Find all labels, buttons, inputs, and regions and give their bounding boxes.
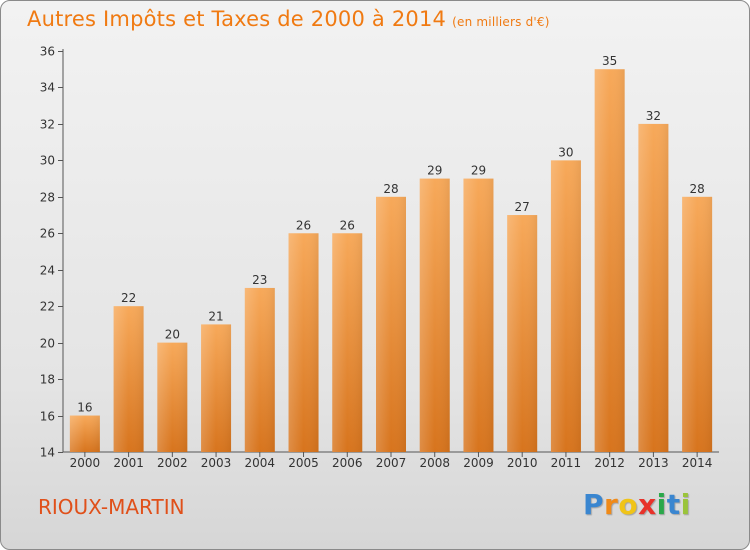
data-label: 29 (427, 164, 442, 178)
bar-shine (594, 69, 625, 453)
data-label: 28 (383, 182, 398, 196)
data-label: 20 (165, 328, 180, 342)
logo-letter: r (604, 488, 619, 521)
x-tick-label: 2007 (376, 456, 407, 470)
data-label: 22 (121, 291, 136, 305)
chart-title: Autres Impôts et Taxes de 2000 à 2014 (en… (27, 7, 550, 31)
bar-shine (332, 233, 363, 452)
data-label: 29 (471, 164, 486, 178)
y-tick-label: 28 (40, 191, 55, 205)
y-tick-label: 24 (40, 264, 55, 278)
data-label: 27 (515, 200, 530, 214)
bar-shine (201, 324, 232, 452)
logo-letter: t (666, 488, 681, 521)
bar-shine (638, 123, 669, 452)
bar-shine (376, 196, 406, 452)
y-tick-label: 16 (40, 410, 55, 424)
x-tick-label: 2014 (682, 456, 713, 470)
commune-name: RIOUX-MARTIN (38, 495, 185, 519)
y-tick-label: 32 (40, 118, 55, 132)
logo-letter: i (680, 488, 691, 521)
bar-shine (113, 306, 144, 452)
data-label: 32 (646, 109, 661, 123)
logo-letter: i (656, 488, 667, 521)
x-tick-label: 2012 (594, 456, 625, 470)
bar-shine (157, 342, 188, 452)
x-tick-label: 2009 (463, 456, 494, 470)
y-tick-label: 18 (40, 373, 55, 387)
data-label: 23 (252, 273, 267, 287)
y-tick-label: 30 (40, 154, 55, 168)
bar-shine (69, 415, 100, 452)
logo-letter: P (583, 488, 605, 521)
x-tick-label: 2003 (201, 456, 232, 470)
x-tick-label: 2008 (419, 456, 450, 470)
y-tick-label: 22 (40, 300, 55, 314)
x-tick-label: 2000 (70, 456, 101, 470)
y-tick-label: 36 (40, 45, 55, 59)
y-tick-label: 26 (40, 227, 55, 241)
data-label: 30 (558, 145, 573, 159)
x-tick-label: 2010 (507, 456, 538, 470)
x-tick-label: 2004 (245, 456, 276, 470)
logo-letter: x (638, 488, 657, 521)
logo-letter: o (618, 488, 639, 521)
data-label: 26 (340, 218, 355, 232)
data-label: 28 (689, 182, 704, 196)
x-tick-label: 2002 (157, 456, 188, 470)
y-tick-label: 14 (40, 446, 55, 460)
bar-shine (244, 287, 275, 452)
bar-shine (419, 178, 450, 452)
data-label: 21 (208, 309, 223, 323)
bar-shine (507, 215, 538, 452)
y-tick-label: 20 (40, 337, 55, 351)
bar-shine (288, 233, 319, 452)
data-label: 35 (602, 54, 617, 68)
data-label: 26 (296, 218, 311, 232)
chart-title-text: Autres Impôts et Taxes de 2000 à 2014 (27, 7, 447, 31)
x-tick-label: 2006 (332, 456, 363, 470)
bar-shine (682, 196, 713, 452)
data-label: 16 (77, 401, 92, 415)
x-tick-label: 2005 (288, 456, 319, 470)
chart-subtitle: (en milliers d'€) (452, 15, 550, 29)
x-tick-label: 2013 (638, 456, 669, 470)
bar-shine (550, 160, 581, 452)
bar-shine (463, 178, 494, 452)
y-tick-label: 34 (40, 81, 55, 95)
x-tick-label: 2011 (551, 456, 582, 470)
x-tick-label: 2001 (113, 456, 144, 470)
proxiti-logo: Proxiti (583, 488, 691, 521)
plot-area: 14 16 18 20 22 24 26 28 30 32 34 36 2000 16 2001 22 2002… (40, 45, 719, 470)
